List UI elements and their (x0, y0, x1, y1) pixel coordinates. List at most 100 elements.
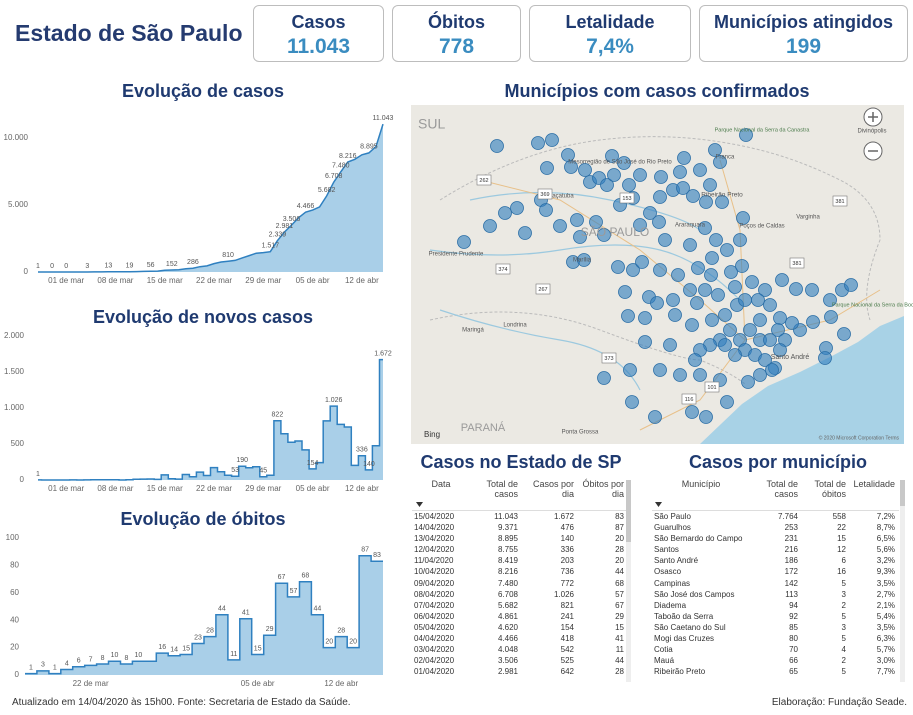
map-label: Franca (716, 155, 735, 161)
map-label: Varginha (796, 215, 820, 221)
table-row: 08/04/2020 6.708 1.026 57 (412, 589, 626, 600)
municipality-marker (844, 278, 858, 292)
y-tick-label: 0 (24, 267, 29, 276)
column-header: Casos por dia (532, 479, 574, 499)
municipality-marker (553, 219, 567, 233)
scrollbar[interactable] (626, 480, 631, 682)
municipality-marker (720, 395, 734, 409)
table-row: 11/04/2020 8.419 203 20 (412, 555, 626, 566)
table-cell: Osasco (654, 567, 682, 577)
table-cell: 7,2% (876, 512, 895, 521)
data-label: 1 (36, 263, 40, 270)
table-cell: 2.981 (497, 667, 518, 677)
data-label: 2.339 (269, 232, 287, 239)
municipality-marker (635, 255, 649, 269)
kpi-label: Óbitos (428, 12, 485, 32)
table-cell: 94 (789, 600, 798, 610)
table-cell: 1.672 (553, 512, 574, 521)
municipality-marker (690, 296, 704, 310)
municipality-marker (763, 298, 777, 312)
data-label: 29 (266, 626, 274, 633)
road-shield (495, 263, 511, 275)
sort-indicator[interactable] (416, 502, 424, 508)
data-label: 44 (313, 606, 321, 613)
table: Município Total de casos Total de óbitos Le… (652, 478, 899, 684)
municipality-marker (723, 323, 737, 337)
municipality-marker (739, 128, 753, 142)
scrollbar[interactable] (900, 480, 905, 682)
scroll-thumb[interactable] (900, 480, 905, 506)
y-tick-label: 0 (20, 475, 25, 484)
data-label: 810 (222, 252, 234, 259)
municipality-marker (540, 161, 554, 175)
municipality-marker (498, 206, 512, 220)
table-row: Cotia 70 4 5,7% (652, 644, 899, 655)
road-shield (704, 381, 720, 393)
table-cell: 11.043 (494, 512, 518, 521)
table-cell: 140 (560, 534, 574, 544)
sort-indicator[interactable] (655, 502, 663, 508)
table-cell: Taboão da Serra (654, 611, 714, 621)
y-tick-label: 1.500 (4, 367, 25, 376)
municipality-marker (685, 318, 699, 332)
step-area (38, 359, 383, 480)
zoom-out[interactable] (863, 141, 883, 161)
table-cell: 9.371 (497, 523, 518, 533)
municipality-marker (785, 316, 799, 330)
road-label: 381 (835, 199, 844, 205)
scroll-thumb[interactable] (626, 480, 631, 542)
municipality-marker (753, 368, 767, 382)
table-cell: 542 (560, 645, 574, 655)
data-label: 20 (325, 638, 333, 645)
table-cell: 172 (784, 567, 798, 577)
table-cell: Mogi das Cruzes (654, 634, 715, 644)
municipality-marker (698, 283, 712, 297)
table-cell: 10/04/2020 (414, 567, 455, 577)
table-row: Santo André 186 6 3,2% (652, 555, 899, 566)
x-tick-label: 29 de mar (245, 484, 281, 493)
municipality-marker (621, 309, 635, 323)
table-row: Campinas 142 5 3,5% (652, 578, 899, 589)
table-cell: 203 (560, 556, 574, 566)
data-label: 19 (126, 263, 134, 270)
data-label: 1.026 (325, 397, 343, 404)
municipality-marker (633, 168, 647, 182)
table-cell: 4.048 (497, 645, 518, 655)
data-label: 0 (64, 263, 68, 270)
road-label: 116 (685, 397, 694, 403)
table-cell: 3.506 (497, 656, 518, 666)
municipality-marker (531, 136, 545, 150)
table-row: 04/04/2020 4.466 418 41 (412, 633, 626, 644)
road-label: 267 (538, 287, 547, 293)
map-label: Divinópolis (857, 129, 886, 135)
x-tick-label: 05 de abr (296, 484, 330, 493)
table-cell: 5 (841, 611, 846, 621)
column-header: Total de casos (486, 479, 518, 499)
data-label: 190 (236, 457, 248, 464)
table-cell: Diadema (654, 600, 687, 610)
map-label: Poços de Caldas (739, 224, 784, 230)
y-tick-label: 100 (6, 533, 20, 542)
data-label: 8.895 (360, 144, 378, 151)
municipality-marker (763, 333, 777, 347)
municipality-marker (605, 149, 619, 163)
data-label: 4 (65, 660, 69, 667)
column-header: Total de óbitos (814, 479, 846, 499)
data-label: 41 (242, 610, 250, 617)
table-cell: 821 (560, 600, 574, 610)
municipality-marker (715, 195, 729, 209)
table-title: Casos por município (688, 452, 868, 472)
data-label: 23 (194, 634, 202, 641)
chart-title: Evolução de óbitos (120, 509, 285, 529)
table-cell: 57 (615, 589, 624, 599)
municipality-marker (775, 273, 789, 287)
municipality-marker (705, 251, 719, 265)
x-tick-label: 22 de mar (196, 484, 232, 493)
municipality-marker (668, 308, 682, 322)
kpi-value: 7,4% (586, 35, 634, 58)
zoom-in[interactable] (863, 107, 883, 127)
municipality-marker (743, 323, 757, 337)
table-cell: 6,5% (876, 534, 895, 544)
table-cell: 20 (615, 534, 624, 544)
x-tick-label: 12 de abr (345, 276, 379, 285)
